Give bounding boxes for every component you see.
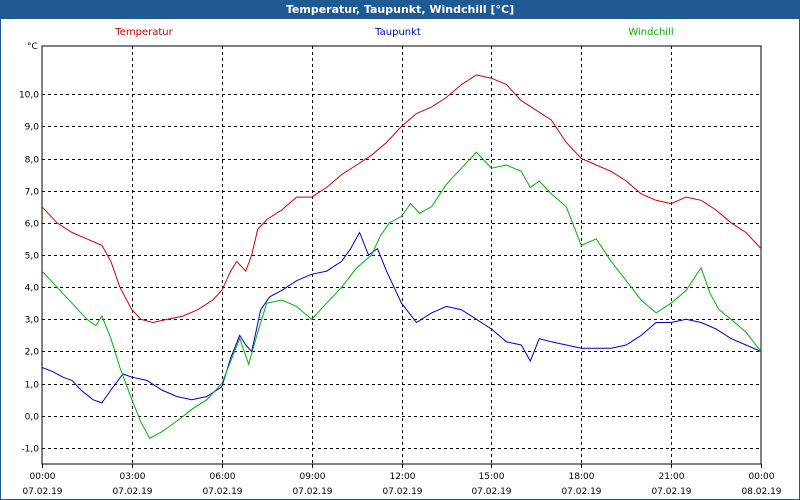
y-tick-label: 4,0 [25,284,40,294]
series-lines [41,74,762,439]
grid [42,46,761,464]
y-tick-label: 9,0 [25,123,40,133]
y-tick-label: 8,0 [25,156,40,166]
x-tick-date-label: 07.02.19 [292,487,332,497]
x-tick-date-label: 07.02.19 [651,487,691,497]
y-tick-label: 10,0 [19,91,39,101]
y-tick-label: 2,0 [25,348,40,358]
x-tick-date-label: 08.02.19 [741,487,781,497]
y-axis-unit: °C [27,42,38,52]
x-tick-time-label: 21:00 [659,472,685,482]
legend-temperatur: Temperatur [114,27,173,38]
x-tick-date-label: 07.02.19 [112,487,152,497]
x-tick-date-label: 07.02.19 [382,487,422,497]
legend: Temperatur Taupunkt Windchill [114,27,673,38]
x-axis-ticks: 00:00 07.02.19 03:00 07.02.19 06:00 07.02.19 0… [22,464,782,497]
x-tick-date-label: 07.02.19 [22,487,62,497]
x-tick-time-label: 15:00 [479,472,505,482]
y-tick-label: -1,0 [21,445,39,455]
y-tick-label: 5,0 [25,252,40,262]
series-line-temperatur [41,74,762,324]
y-tick-label: 3,0 [25,316,40,326]
x-tick-date-label: 07.02.19 [561,487,601,497]
x-tick-date-label: 07.02.19 [471,487,511,497]
x-tick-time-label: 03:00 [120,472,146,482]
x-tick-time-label: 00:00 [749,472,775,482]
y-axis-ticks: -1,0 0,0 1,0 2,0 3,0 4,0 5,0 6,0 7,0 8,0 9,0 10,0 [19,91,39,455]
x-tick-time-label: 06:00 [210,472,236,482]
y-tick-label: 6,0 [25,220,40,230]
x-tick-time-label: 09:00 [300,472,326,482]
y-tick-label: 7,0 [25,188,40,198]
legend-windchill: Windchill [628,27,673,38]
x-tick-time-label: 12:00 [390,472,416,482]
x-tick-date-label: 07.02.19 [202,487,242,497]
chart-title: Temperatur, Taupunkt, Windchill [°C] [1,1,799,19]
series-line-taupunkt [41,231,762,404]
chart-area: °C -1,0 0,0 1,0 2,0 3,0 4,0 5,0 6,0 7,0 8,0 9,0 10,… [19,27,782,497]
plot-area-frame [41,45,762,465]
series-line-windchill [41,151,762,439]
y-tick-label: 1,0 [25,381,40,391]
legend-taupunkt: Taupunkt [374,27,421,38]
x-tick-time-label: 18:00 [569,472,595,482]
y-tick-label: 0,0 [25,413,40,423]
x-tick-time-label: 00:00 [30,472,56,482]
